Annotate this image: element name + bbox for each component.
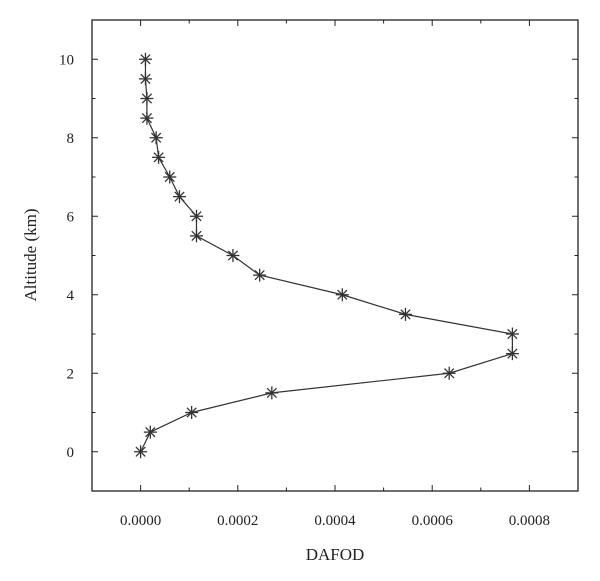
data-point [189,209,203,223]
data-point [163,170,177,184]
data-point [143,425,157,439]
series-line [140,59,513,453]
data-point [172,190,186,204]
x-tick-label: 0.0004 [314,513,356,529]
data-point [505,327,519,341]
y-tick-label: 10 [59,52,74,68]
y-tick-label: 4 [67,288,75,304]
data-point [398,307,412,321]
y-axis: 0 2 4 6 8 10 [59,19,578,492]
data-point [226,249,240,262]
y-tick-label: 2 [67,366,75,382]
data-point [149,131,163,145]
y-axis-title: Altitude (km) [21,208,40,301]
data-point [138,52,152,66]
x-tick-label: 0.0006 [412,513,454,529]
data-point [505,347,519,361]
x-axis-title: DAFOD [306,545,365,564]
data-point [140,92,154,105]
x-axis: 0.0000 0.0002 0.0004 0.0006 0.0008 [91,20,579,529]
data-point [335,288,349,302]
series-markers [134,52,519,459]
data-point [134,445,148,459]
data-point [152,150,166,164]
data-point [185,406,199,419]
data-point [253,268,267,282]
data-point [442,366,456,380]
y-tick-label: 6 [67,209,75,225]
y-tick-label: 0 [67,445,75,461]
data-point [265,386,279,400]
x-tick-label: 0.0002 [217,513,258,529]
data-point [138,72,152,86]
x-tick-label: 0.0008 [509,513,550,529]
data-point [140,111,154,125]
plot-frame [91,19,579,492]
x-tick-label: 0.0000 [120,513,161,529]
data-point [189,229,203,243]
y-tick-label: 8 [67,131,75,147]
